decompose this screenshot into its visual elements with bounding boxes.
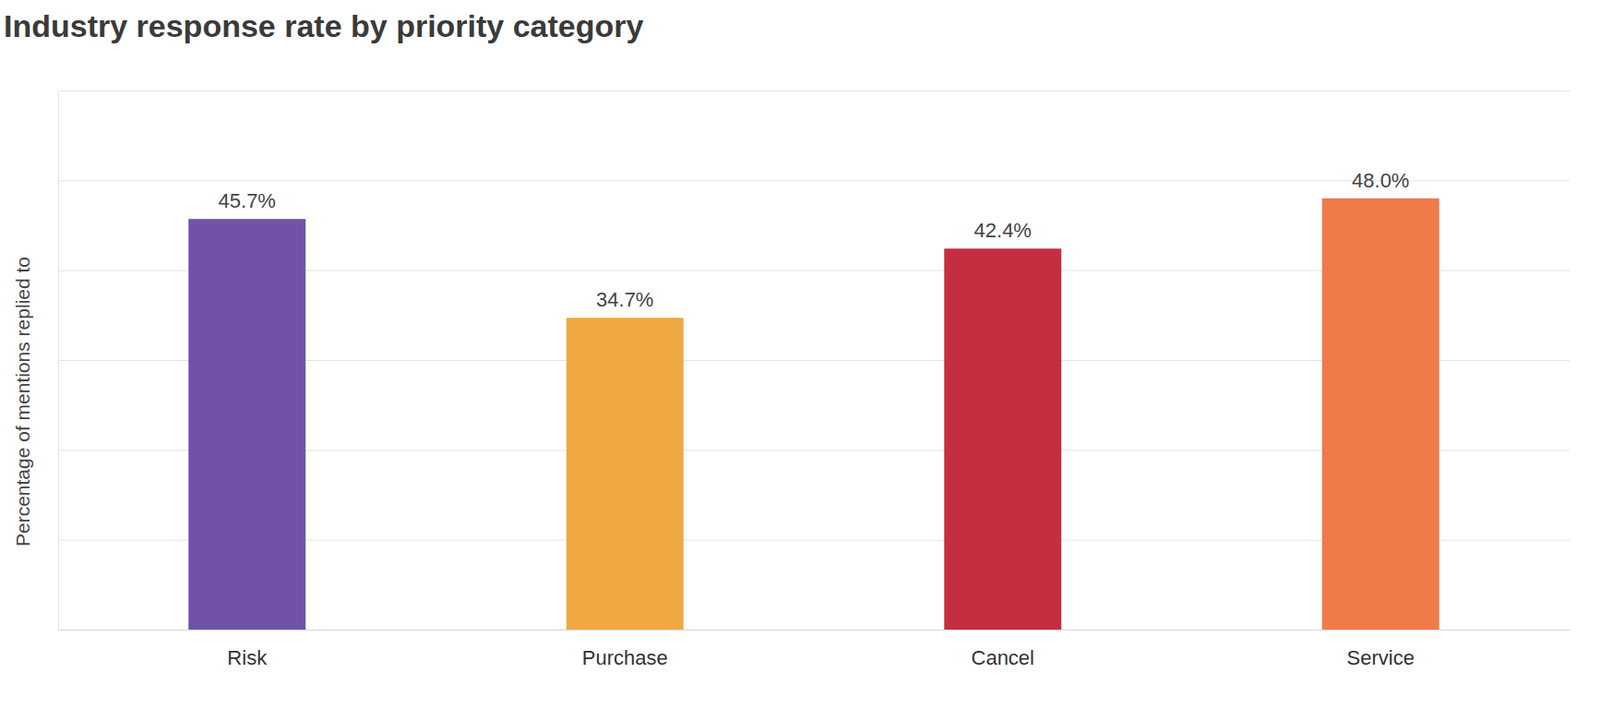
- bar: [188, 218, 306, 630]
- bar: [1322, 198, 1440, 630]
- data-label: 45.7%: [218, 189, 276, 213]
- x-tick: Purchase: [582, 629, 669, 669]
- y-tick: [58, 629, 1570, 631]
- data-labels: 45.7% 34.7% 42.4% 48.0%: [218, 168, 1410, 311]
- data-label: 48.0%: [1351, 168, 1409, 192]
- x-tick: Cancel: [971, 629, 1035, 669]
- x-axis: Risk Purchase Cancel Service: [59, 629, 1571, 669]
- grid-line: [58, 629, 1570, 631]
- grid-line: [58, 179, 1570, 181]
- bar: [566, 317, 684, 630]
- x-tick-label: Purchase: [582, 645, 669, 669]
- bars: [188, 198, 1439, 630]
- x-tick: Service: [1347, 629, 1415, 669]
- data-label: 42.4%: [974, 218, 1032, 242]
- y-axis-title: Percentage of mentions replied to: [11, 256, 34, 547]
- x-tick-label: Risk: [226, 645, 268, 669]
- y-axis: [58, 91, 1570, 631]
- data-label: 34.7%: [596, 287, 654, 311]
- y-tick: [58, 90, 1570, 92]
- plot: Risk Purchase Cancel Service 45.7% 34.7% 42.4%…: [58, 91, 1571, 669]
- chart: Risk Purchase Cancel Service 45.7% 34.7% 42.4%…: [0, 0, 1600, 709]
- x-tick-label: Service: [1347, 645, 1415, 669]
- x-tick: Risk: [226, 629, 268, 669]
- bar: [943, 248, 1062, 630]
- y-axis-line: [59, 91, 1571, 631]
- grid-line: [58, 90, 1570, 92]
- x-tick-label: Cancel: [971, 645, 1035, 669]
- title: Industry response rate by priority categ…: [3, 8, 645, 44]
- y-tick: [58, 179, 1570, 181]
